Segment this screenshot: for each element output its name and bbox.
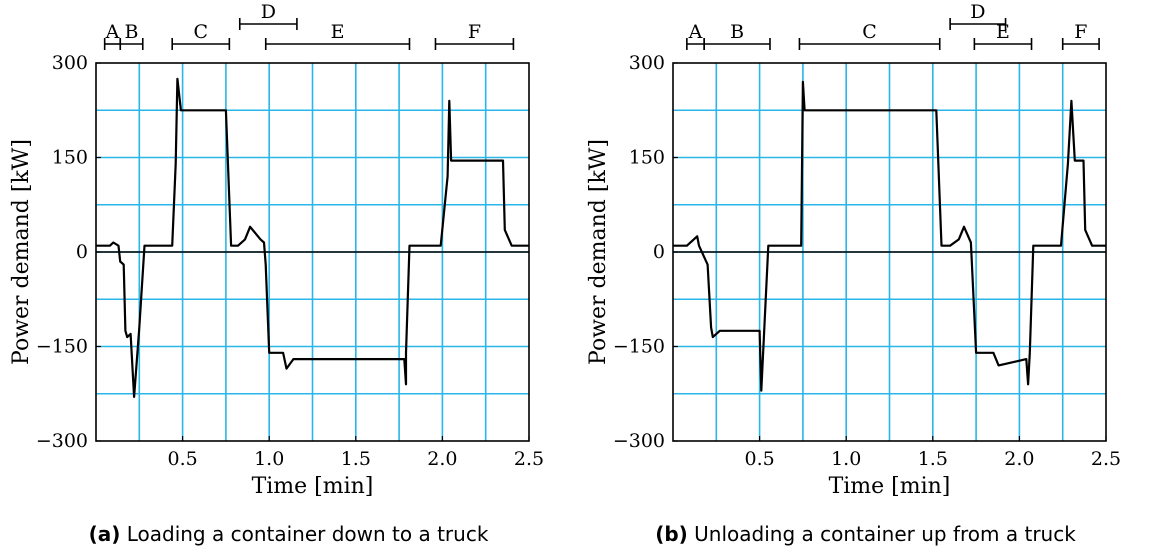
y-tick-label: 300 [52,52,88,74]
y-tick-label: −300 [36,430,88,452]
phase-label: A [688,21,703,43]
y-tick-label: 0 [653,241,665,263]
x-tick-label: 1.0 [831,448,861,470]
phase-bracket-d: D [238,1,298,30]
phase-label: A [105,21,120,43]
power-demand-line [96,77,529,398]
phase-label: E [331,21,345,43]
x-axis-title: Time [min] [252,474,374,499]
phase-label: D [970,1,985,23]
x-tick-label: 2.0 [427,448,457,470]
y-tick-label: −150 [36,336,88,358]
caption-b: (b) Unloading a container up from a truc… [577,522,1154,546]
phase-bracket-e: E [264,21,411,50]
chart-panel-b: 300 150 0 −150 −300 0.5 1.0 1.5 2.0 2.5 Time [min]… [577,0,1154,550]
phase-label: E [996,21,1010,43]
phase-label: C [862,21,877,43]
phase-bracket-d: D [949,1,1007,30]
x-tick-label: 2.5 [1091,448,1121,470]
caption-a-text: Loading a container down to a truck [126,522,489,546]
y-tick-label: 150 [629,147,665,169]
y-tick-label: 300 [629,52,665,74]
y-tick-label: 0 [76,241,88,263]
phase-label: C [194,21,209,43]
caption-b-tag: (b) [655,522,688,546]
phase-bracket-a: A [686,21,705,50]
phase-bracket-e: E [973,21,1033,50]
x-tick-label: 2.0 [1004,448,1034,470]
x-tick-label: 1.5 [341,448,371,470]
y-tick-label: 150 [52,147,88,169]
phase-bracket-a: A [103,21,122,50]
phase-label: F [468,21,481,43]
phase-bracket-b: B [703,21,771,50]
phase-bracket-f: F [434,21,515,50]
phase-bracket-f: F [1061,21,1100,50]
y-axis-title: Power demand [kW] [9,139,34,365]
phase-label: B [125,21,139,43]
x-tick-label: 1.0 [254,448,284,470]
phase-bracket-c: C [171,21,231,50]
x-tick-label: 1.5 [918,448,948,470]
caption-b-text: Unloading a container up from a truck [694,522,1076,546]
power-demand-line [673,80,1106,392]
x-tick-label: 0.5 [744,448,774,470]
phase-bracket-c: C [798,21,941,50]
phase-label: D [261,1,276,23]
chart-b: 300 150 0 −150 −300 0.5 1.0 1.5 2.0 2.5 Time [min]… [586,1,1121,499]
y-tick-label: −300 [613,430,665,452]
phase-label: B [730,21,744,43]
y-tick-label: −150 [613,336,665,358]
chart-panel-a: 300 150 0 −150 −300 0.5 1.0 1.5 2.0 2.5 Time [min]… [0,1,577,546]
phase-label: F [1074,21,1087,43]
x-axis-title: Time [min] [829,474,951,499]
chart-a: 300 150 0 −150 −300 0.5 1.0 1.5 2.0 2.5 Time [min]… [9,1,544,499]
y-axis-title: Power demand [kW] [586,139,611,365]
caption-a-tag: (a) [88,522,121,546]
caption-a: (a) Loading a container down to a truck [0,522,577,546]
phase-bracket-b: B [119,21,144,50]
x-tick-label: 0.5 [167,448,197,470]
x-tick-label: 2.5 [514,448,544,470]
